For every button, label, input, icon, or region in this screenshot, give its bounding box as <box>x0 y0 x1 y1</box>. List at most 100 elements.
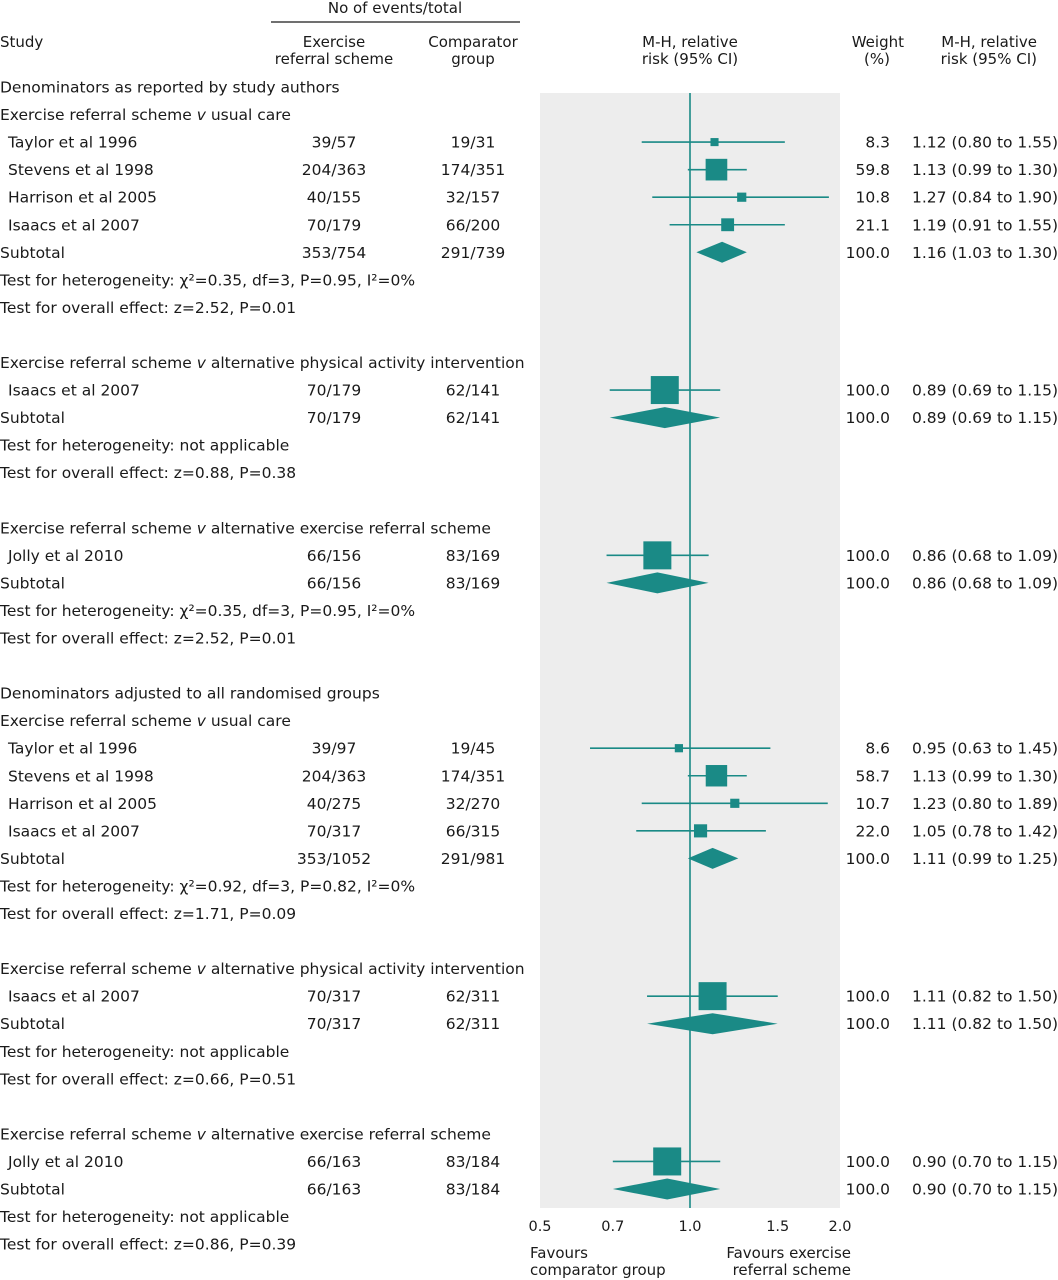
overall-effect-test: Test for overall effect: z=2.52, P=0.01 <box>0 630 296 648</box>
subtotal-label: Subtotal <box>0 1015 65 1033</box>
comparator-events: 83/169 <box>446 547 501 565</box>
header-exercise-line2: referral scheme <box>275 50 393 68</box>
weight-value: 100.0 <box>846 382 890 400</box>
exercise-events: 39/97 <box>312 740 357 758</box>
comparator-events: 83/169 <box>446 574 501 592</box>
weight-value: 100.0 <box>846 409 890 427</box>
weight-value: 100.0 <box>846 1015 890 1033</box>
header-weight-line1: Weight <box>852 33 904 51</box>
overall-effect-test: Test for overall effect: z=0.86, P=0.39 <box>0 1236 296 1254</box>
relative-risk-ci: 1.05 (0.78 to 1.42) <box>912 822 1058 840</box>
comparison-heading: Exercise referral scheme v usual care <box>0 712 291 730</box>
weight-value: 100.0 <box>846 574 890 592</box>
exercise-events: 204/363 <box>302 767 366 785</box>
weight-value: 100.0 <box>846 244 890 262</box>
relative-risk-ci: 1.13 (0.99 to 1.30) <box>912 767 1058 785</box>
study-label: Isaacs et al 2007 <box>8 216 140 234</box>
study-label: Harrison et al 2005 <box>8 189 157 207</box>
relative-risk-ci: 1.23 (0.80 to 1.89) <box>912 795 1058 813</box>
study-label: Isaacs et al 2007 <box>8 988 140 1006</box>
effect-square <box>698 982 727 1011</box>
study-label: Stevens et al 1998 <box>8 767 154 785</box>
relative-risk-ci: 1.13 (0.99 to 1.30) <box>912 161 1058 179</box>
relative-risk-ci: 0.89 (0.69 to 1.15) <box>912 382 1058 400</box>
exercise-events: 66/163 <box>307 1153 362 1171</box>
favours-left-line1: Favours <box>530 1244 588 1262</box>
subtotal-diamond <box>647 1013 778 1035</box>
overall-effect-test: Test for overall effect: z=0.88, P=0.38 <box>0 464 296 482</box>
comparison-heading-v: v <box>197 106 207 124</box>
comparator-events: 62/141 <box>446 382 501 400</box>
weight-value: 8.3 <box>865 134 890 152</box>
comparator-events: 66/315 <box>446 822 501 840</box>
header-study: Study <box>0 33 43 51</box>
comparator-events: 62/141 <box>446 409 501 427</box>
x-tick-label: 1.0 <box>678 1219 701 1235</box>
study-label: Harrison et al 2005 <box>8 795 157 813</box>
relative-risk-ci: 1.27 (0.84 to 1.90) <box>912 189 1058 207</box>
weight-value: 21.1 <box>855 216 890 234</box>
comparison-heading-part2: alternative exercise referral scheme <box>206 1125 491 1143</box>
effect-square <box>650 376 679 405</box>
study-label: Taylor et al 1996 <box>7 134 137 152</box>
relative-risk-ci: 0.95 (0.63 to 1.45) <box>912 740 1058 758</box>
comparator-events: 32/270 <box>446 795 501 813</box>
effect-square <box>705 158 728 181</box>
comparison-heading-part2: usual care <box>206 106 291 124</box>
subtotal-label: Subtotal <box>0 409 65 427</box>
heterogeneity-test: Test for heterogeneity: χ²=0.92, df=3, P… <box>0 877 415 895</box>
x-tick-label: 0.7 <box>601 1219 624 1235</box>
comparator-events: 19/31 <box>451 134 496 152</box>
effect-square <box>674 744 684 753</box>
exercise-events: 353/754 <box>302 244 366 262</box>
comparison-heading-part2: usual care <box>206 712 291 730</box>
weight-value: 22.0 <box>855 822 890 840</box>
subtotal-label: Subtotal <box>0 244 65 262</box>
relative-risk-ci: 0.86 (0.68 to 1.09) <box>912 574 1058 592</box>
weight-value: 10.7 <box>855 795 890 813</box>
exercise-events: 70/317 <box>307 822 362 840</box>
subtotal-label: Subtotal <box>0 1181 65 1199</box>
plot-marks <box>590 138 829 1200</box>
comparison-heading: Exercise referral scheme v alternative p… <box>0 354 525 372</box>
exercise-events: 39/57 <box>312 134 357 152</box>
comparison-heading-v: v <box>197 1125 207 1143</box>
weight-value: 100.0 <box>846 850 890 868</box>
exercise-events: 66/156 <box>307 574 362 592</box>
comparison-heading-part1: Exercise referral scheme <box>0 1125 197 1143</box>
heterogeneity-test: Test for heterogeneity: χ²=0.35, df=3, P… <box>0 271 415 289</box>
subtotal-diamond <box>612 1178 721 1200</box>
comparator-events: 174/351 <box>441 161 505 179</box>
x-tick-label: 2.0 <box>828 1219 851 1235</box>
weight-value: 100.0 <box>846 1181 890 1199</box>
comparator-events: 83/184 <box>446 1181 501 1199</box>
comparison-heading-part2: alternative exercise referral scheme <box>206 519 491 537</box>
favours-right-line2: referral scheme <box>733 1261 851 1279</box>
comparator-events: 291/739 <box>441 244 505 262</box>
header-events-group: No of events/total <box>328 0 462 17</box>
exercise-events: 40/275 <box>307 795 362 813</box>
effect-square <box>693 824 708 838</box>
x-axis: 0.5 0.7 1.0 1.5 2.0 <box>528 1219 851 1235</box>
overall-effect-test: Test for overall effect: z=1.71, P=0.09 <box>0 905 296 923</box>
comparison-heading-part2: alternative physical activity interventi… <box>206 354 525 372</box>
relative-risk-ci: 1.16 (1.03 to 1.30) <box>912 244 1058 262</box>
comparator-events: 19/45 <box>451 740 496 758</box>
effect-square <box>710 138 719 147</box>
exercise-events: 70/317 <box>307 1015 362 1033</box>
comparator-events: 83/184 <box>446 1153 501 1171</box>
relative-risk-ci: 0.86 (0.68 to 1.09) <box>912 547 1058 565</box>
relative-risk-ci: 1.19 (0.91 to 1.55) <box>912 216 1058 234</box>
x-tick-label: 1.5 <box>766 1219 789 1235</box>
effect-square <box>643 541 672 570</box>
favours-right-line1: Favours exercise <box>726 1244 851 1262</box>
comparison-heading: Exercise referral scheme v alternative e… <box>0 1125 491 1143</box>
overall-effect-test: Test for overall effect: z=0.66, P=0.51 <box>0 1070 296 1088</box>
comparison-heading-v: v <box>197 354 207 372</box>
study-label: Taylor et al 1996 <box>7 740 137 758</box>
heterogeneity-test: Test for heterogeneity: not applicable <box>0 1043 289 1061</box>
weight-value: 100.0 <box>846 547 890 565</box>
header-mh2-line2: risk (95% CI) <box>941 50 1037 68</box>
